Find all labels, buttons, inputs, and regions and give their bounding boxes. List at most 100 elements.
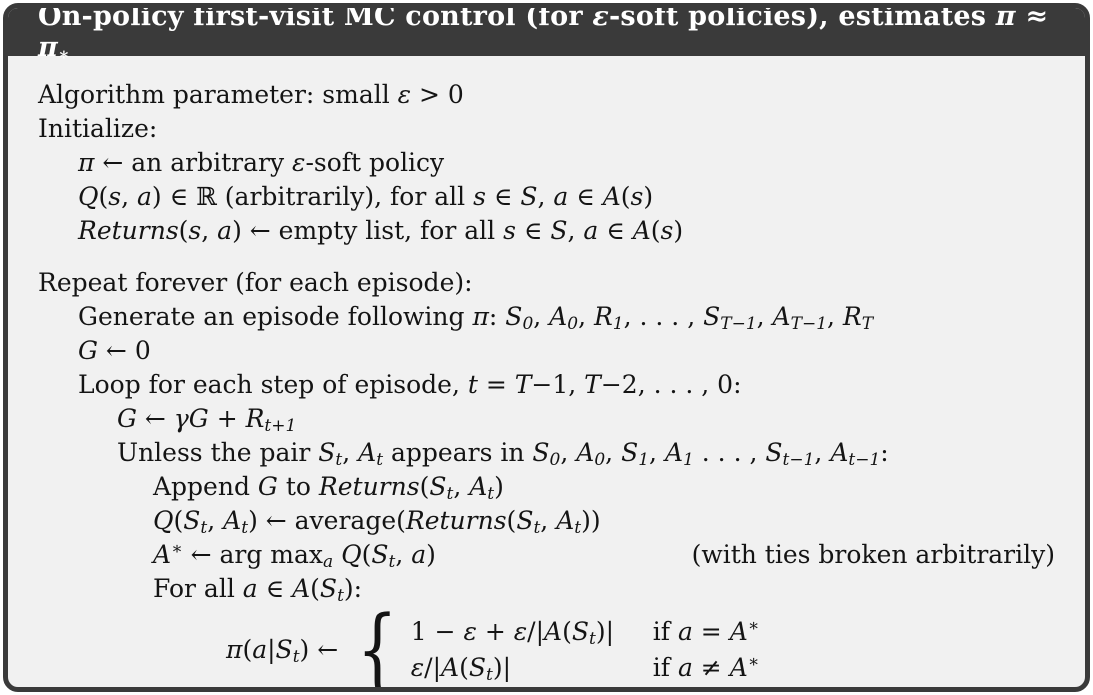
math-segment: s <box>108 182 122 211</box>
math-segment: A <box>223 506 242 535</box>
math-segment: S <box>429 472 447 501</box>
math-segment: t−1 <box>848 450 881 470</box>
cases-row: ε/|A(St)| if a ≠ A∗ <box>411 650 760 686</box>
math-segment: ε <box>463 617 477 646</box>
math-segment: S <box>319 574 338 603</box>
math-segment: S <box>371 540 389 569</box>
math-segment: . . . , <box>693 438 766 467</box>
math-segment: ∗ <box>747 616 760 636</box>
math-segment: π <box>78 148 95 177</box>
math-segment: t <box>574 518 582 538</box>
math-segment: Returns <box>318 472 420 501</box>
math-segment: a <box>217 216 233 245</box>
math-segment: t <box>388 552 396 572</box>
math-segment: , <box>533 302 550 331</box>
math-segment: S <box>550 216 568 245</box>
math-segment: ε <box>397 80 412 109</box>
math-segment: a <box>322 552 334 572</box>
math-segment: , <box>537 182 554 211</box>
math-segment: T <box>584 370 601 399</box>
math-segment: G <box>117 404 137 433</box>
math-segment: A <box>729 617 748 646</box>
math-segment: , <box>605 438 622 467</box>
math-segment: ) <box>673 216 684 245</box>
math-segment: s <box>473 182 486 211</box>
math-segment: ( <box>98 182 109 211</box>
math-segment: ← <box>136 404 174 433</box>
math-segment: ( <box>562 617 572 646</box>
algorithm-line: Unless the pair St, At appears in S0, A0… <box>8 436 1085 470</box>
math-segment: /| <box>527 617 545 646</box>
math-segment: Returns <box>405 506 507 535</box>
math-segment: ( <box>178 216 189 245</box>
math-segment: + <box>208 404 246 433</box>
algorithm-line: Loop for each step of episode, t = T−1, … <box>8 368 1085 402</box>
math-segment: a <box>252 634 268 664</box>
math-segment: , <box>342 438 359 467</box>
math-segment: a <box>242 574 258 603</box>
math-segment: , <box>567 216 584 245</box>
math-segment: ) ← average( <box>248 506 406 535</box>
math-segment: , <box>207 506 224 535</box>
math-segment: t <box>485 665 493 685</box>
math-segment: A <box>602 182 621 211</box>
algorithm-title: On-policy first-visit MC control (for ε-… <box>38 3 1085 64</box>
math-segment: R <box>245 404 265 433</box>
math-segment: ≠ <box>692 653 730 682</box>
math-segment: A <box>729 653 748 682</box>
math-segment: , <box>756 302 773 331</box>
math-segment: S <box>703 302 721 331</box>
math-segment: π <box>472 302 489 331</box>
math-segment: t <box>200 518 208 538</box>
math-segment: ∈ <box>257 574 293 603</box>
algorithm-title-bar: On-policy first-visit MC control (for ε-… <box>8 8 1085 63</box>
math-segment: a <box>553 182 569 211</box>
math-segment: to <box>277 472 319 501</box>
math-segment: ( <box>620 182 631 211</box>
math-segment: 0 <box>522 314 534 334</box>
policy-update-cases-equation: π(a|St) ← {1 − ε + ε/|A(St)| if a = A∗ ε/|… <box>8 596 1085 692</box>
math-segment: , . . . , <box>623 302 704 331</box>
math-segment: π <box>226 634 243 664</box>
math-segment: : <box>488 302 506 331</box>
math-segment: t <box>376 450 384 470</box>
math-segment: s <box>630 182 644 211</box>
math-segment: Q <box>341 540 362 569</box>
algorithm-box: On-policy first-visit MC control (for ε-… <box>3 3 1090 692</box>
math-segment: R <box>842 302 862 331</box>
cases-value: 1 − ε + ε/|A(St)| <box>411 614 653 650</box>
math-segment: t <box>589 629 596 649</box>
cases-brace: { <box>356 596 398 692</box>
math-segment: T <box>514 370 532 399</box>
math-segment: , <box>649 438 665 467</box>
math-segment: −1, <box>531 370 585 399</box>
math-segment: π <box>995 3 1016 32</box>
math-segment: = <box>477 370 515 399</box>
math-segment: A <box>632 216 651 245</box>
math-segment: 1 <box>638 450 650 470</box>
math-segment: ← arg max <box>182 540 323 569</box>
math-segment: t <box>335 450 343 470</box>
algorithm-line: Q(s, a) ∈ ℝ (arbitrarily), for all s ∈ S… <box>8 180 1085 214</box>
math-segment: ): <box>343 574 363 603</box>
math-segment: S <box>621 438 639 467</box>
algorithm-line: Repeat forever (for each episode): <box>8 266 1085 300</box>
algorithm-line: Q(St, At) ← average(Returns(St, At)) <box>8 504 1085 538</box>
math-segment: , <box>560 438 577 467</box>
math-segment: 1 <box>612 314 624 334</box>
math-segment: A <box>830 438 849 467</box>
math-segment: a <box>583 216 599 245</box>
math-segment <box>333 540 341 569</box>
math-segment: ∗ <box>171 539 183 559</box>
math-segment: , <box>827 302 843 331</box>
math-segment: A <box>576 438 595 467</box>
math-segment: -soft policy <box>305 148 445 177</box>
algorithm-line: G ← γG + Rt+1 <box>8 402 1085 436</box>
math-segment: T−1 <box>720 314 757 334</box>
math-segment: T <box>861 314 874 334</box>
math-segment: > 0 <box>411 80 464 109</box>
math-segment: , <box>395 540 412 569</box>
math-segment: S <box>516 506 534 535</box>
math-segment: S <box>765 438 783 467</box>
math-segment: ( <box>361 540 372 569</box>
